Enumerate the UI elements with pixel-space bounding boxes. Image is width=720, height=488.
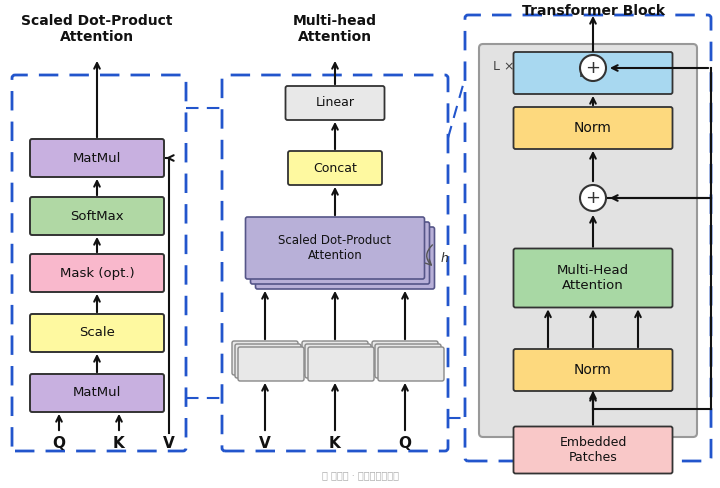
FancyBboxPatch shape <box>513 248 672 307</box>
Text: V: V <box>163 436 175 451</box>
Text: Concat: Concat <box>313 162 357 175</box>
FancyBboxPatch shape <box>30 139 164 177</box>
Text: Scaled Dot-Product
Attention: Scaled Dot-Product Attention <box>279 234 392 262</box>
FancyBboxPatch shape <box>513 107 672 149</box>
Circle shape <box>580 55 606 81</box>
FancyBboxPatch shape <box>286 86 384 120</box>
Text: Embedded
Patches: Embedded Patches <box>559 436 626 464</box>
FancyBboxPatch shape <box>479 44 697 437</box>
Text: Transformer Block: Transformer Block <box>521 4 665 18</box>
FancyBboxPatch shape <box>305 344 371 378</box>
FancyBboxPatch shape <box>375 344 441 378</box>
FancyBboxPatch shape <box>288 151 382 185</box>
Text: SoftMax: SoftMax <box>70 209 124 223</box>
FancyBboxPatch shape <box>302 341 368 375</box>
Text: 🐧 公众号 · 大模型语言处理: 🐧 公众号 · 大模型语言处理 <box>322 470 398 480</box>
Text: Scale: Scale <box>79 326 115 340</box>
FancyBboxPatch shape <box>235 344 301 378</box>
Text: Norm: Norm <box>574 121 612 135</box>
Text: +: + <box>585 59 600 77</box>
Text: Multi-head
Attention: Multi-head Attention <box>293 14 377 44</box>
FancyBboxPatch shape <box>372 341 438 375</box>
Text: Linear: Linear <box>387 353 423 363</box>
Text: Linear: Linear <box>318 353 352 363</box>
Text: Scaled Dot-Product
Attention: Scaled Dot-Product Attention <box>22 14 173 44</box>
Text: Q: Q <box>53 436 66 451</box>
FancyBboxPatch shape <box>238 347 304 381</box>
Text: +: + <box>585 189 600 207</box>
FancyBboxPatch shape <box>30 197 164 235</box>
Text: Linear: Linear <box>315 97 354 109</box>
FancyBboxPatch shape <box>308 347 374 381</box>
FancyBboxPatch shape <box>256 227 434 289</box>
FancyBboxPatch shape <box>513 427 672 473</box>
Circle shape <box>580 185 606 211</box>
Text: V: V <box>259 436 271 451</box>
FancyBboxPatch shape <box>30 314 164 352</box>
Text: MatMul: MatMul <box>73 386 121 400</box>
FancyBboxPatch shape <box>513 52 672 94</box>
Text: K: K <box>329 436 341 451</box>
FancyBboxPatch shape <box>378 347 444 381</box>
FancyBboxPatch shape <box>246 217 425 279</box>
Text: Linear: Linear <box>248 353 282 363</box>
Text: Norm: Norm <box>574 363 612 377</box>
Text: Mask (opt.): Mask (opt.) <box>60 266 135 280</box>
Text: MLP: MLP <box>579 66 607 80</box>
FancyBboxPatch shape <box>513 349 672 391</box>
Text: MatMul: MatMul <box>73 151 121 164</box>
FancyBboxPatch shape <box>251 222 430 284</box>
Text: K: K <box>113 436 125 451</box>
Text: Multi-Head
Attention: Multi-Head Attention <box>557 264 629 292</box>
Text: L ×: L × <box>493 60 515 73</box>
FancyBboxPatch shape <box>30 374 164 412</box>
FancyBboxPatch shape <box>30 254 164 292</box>
Text: h: h <box>441 251 449 264</box>
Text: Q: Q <box>398 436 412 451</box>
FancyBboxPatch shape <box>232 341 298 375</box>
